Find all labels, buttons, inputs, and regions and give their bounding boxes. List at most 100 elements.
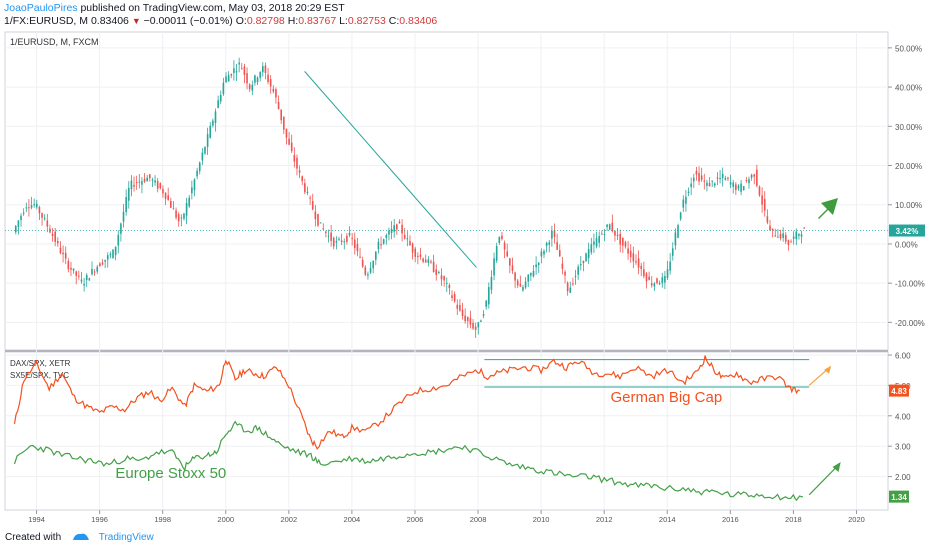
candle-body[interactable] <box>593 241 595 245</box>
candle-body[interactable] <box>167 195 170 200</box>
candle-body[interactable] <box>664 276 666 283</box>
candle-body[interactable] <box>156 180 159 189</box>
candle-body[interactable] <box>301 176 304 182</box>
candle-body[interactable] <box>330 232 332 241</box>
candle-body[interactable] <box>143 178 146 182</box>
candle-body[interactable] <box>485 300 487 307</box>
candle-body[interactable] <box>787 240 790 245</box>
candle-body[interactable] <box>340 240 343 243</box>
candle-body[interactable] <box>745 180 748 182</box>
candle-body[interactable] <box>558 250 561 257</box>
candle-body[interactable] <box>629 250 632 258</box>
candle-body[interactable] <box>280 109 283 121</box>
candle-body[interactable] <box>377 241 380 250</box>
candle-body[interactable] <box>209 125 212 138</box>
candle-body[interactable] <box>374 251 377 260</box>
candle-body[interactable] <box>566 282 569 292</box>
author-link[interactable]: JoaoPauloPires <box>4 2 78 14</box>
candle-body[interactable] <box>212 120 214 126</box>
candle-body[interactable] <box>72 268 75 271</box>
candle-body[interactable] <box>267 74 269 82</box>
candle-body[interactable] <box>191 187 193 194</box>
candle-body[interactable] <box>440 275 443 280</box>
candle-body[interactable] <box>661 277 664 284</box>
candle-body[interactable] <box>385 235 388 238</box>
candle-body[interactable] <box>540 251 543 257</box>
series-line-sx5e-spx[interactable] <box>13 420 803 502</box>
candle-body[interactable] <box>740 183 742 192</box>
candle-body[interactable] <box>64 252 67 259</box>
candle-body[interactable] <box>548 242 551 245</box>
candle-body[interactable] <box>708 183 711 187</box>
candle-body[interactable] <box>411 243 414 253</box>
candle-body[interactable] <box>798 234 800 236</box>
candle-body[interactable] <box>645 273 648 282</box>
candle-body[interactable] <box>756 169 758 186</box>
candle-body[interactable] <box>721 173 724 179</box>
candle-body[interactable] <box>243 66 246 76</box>
candle-body[interactable] <box>130 180 133 190</box>
candle-body[interactable] <box>188 197 191 207</box>
candle-body[interactable] <box>133 184 135 187</box>
candle-body[interactable] <box>388 230 390 235</box>
candle-body[interactable] <box>487 287 490 305</box>
candle-body[interactable] <box>317 213 319 226</box>
candle-body[interactable] <box>419 254 422 257</box>
candle-body[interactable] <box>732 182 735 187</box>
candle-body[interactable] <box>679 212 682 220</box>
candle-body[interactable] <box>83 283 85 286</box>
candle-body[interactable] <box>17 220 20 227</box>
candle-body[interactable] <box>219 94 222 102</box>
candle-body[interactable] <box>170 201 172 208</box>
candle-body[interactable] <box>750 174 753 178</box>
candle-body[interactable] <box>669 261 671 271</box>
candle-body[interactable] <box>59 247 62 254</box>
candle-body[interactable] <box>553 230 556 237</box>
candle-body[interactable] <box>396 224 398 230</box>
candle-body[interactable] <box>30 205 33 208</box>
candle-body[interactable] <box>451 295 453 298</box>
candle-body[interactable] <box>372 260 374 269</box>
candle-body[interactable] <box>214 111 217 124</box>
candle-body[interactable] <box>99 263 101 267</box>
candle-body[interactable] <box>448 284 451 289</box>
candle-body[interactable] <box>78 275 80 277</box>
candle-body[interactable] <box>204 146 206 154</box>
candle-body[interactable] <box>106 255 109 260</box>
candle-body[interactable] <box>49 228 51 233</box>
candle-body[interactable] <box>227 75 230 82</box>
candle-body[interactable] <box>585 253 587 262</box>
candle-body[interactable] <box>737 185 740 189</box>
candle-body[interactable] <box>414 248 417 257</box>
candle-body[interactable] <box>293 155 296 162</box>
candle-body[interactable] <box>522 287 524 291</box>
candle-body[interactable] <box>606 224 608 228</box>
candle-body[interactable] <box>569 287 572 293</box>
candle-body[interactable] <box>353 239 356 249</box>
candle-body[interactable] <box>91 268 93 275</box>
candle-body[interactable] <box>724 178 727 180</box>
candle-body[interactable] <box>461 309 464 317</box>
candle-body[interactable] <box>777 236 779 238</box>
candle-body[interactable] <box>590 244 593 253</box>
candle-body[interactable] <box>469 318 472 325</box>
candle-body[interactable] <box>771 228 774 231</box>
candle-body[interactable] <box>653 283 656 287</box>
candle-body[interactable] <box>477 322 480 328</box>
candle-body[interactable] <box>498 236 501 244</box>
candle-body[interactable] <box>535 264 537 268</box>
candle-body[interactable] <box>632 253 635 262</box>
candle-body[interactable] <box>43 218 46 220</box>
candle-body[interactable] <box>474 326 477 330</box>
candle-body[interactable] <box>41 213 43 218</box>
candle-body[interactable] <box>782 233 784 238</box>
candle-body[interactable] <box>671 248 674 256</box>
candle-body[interactable] <box>409 241 411 246</box>
candle-body[interactable] <box>380 244 382 246</box>
candle-body[interactable] <box>390 228 393 234</box>
candle-body[interactable] <box>685 196 687 204</box>
candle-body[interactable] <box>272 88 275 92</box>
candle-body[interactable] <box>332 237 335 247</box>
candle-body[interactable] <box>225 76 227 83</box>
candle-body[interactable] <box>619 233 622 245</box>
